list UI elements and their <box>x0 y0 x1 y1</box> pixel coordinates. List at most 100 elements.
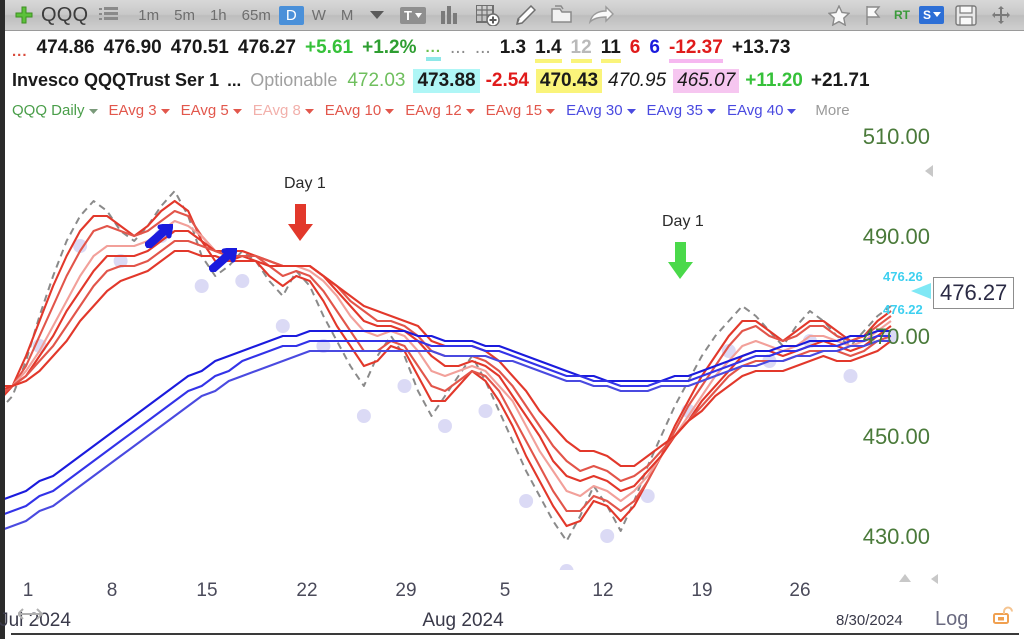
chevron-down-icon[interactable] <box>706 102 716 120</box>
current-price-box: 476.27 <box>933 277 1015 309</box>
unlock-icon[interactable] <box>993 606 1015 628</box>
list-icon[interactable] <box>99 0 121 31</box>
legend-more-button[interactable]: More <box>815 102 850 119</box>
signal-dot <box>478 404 493 418</box>
flag-icon[interactable] <box>864 5 882 26</box>
timeframe-weekly[interactable]: W <box>311 6 326 24</box>
signal-dot <box>721 344 736 358</box>
legend-item-eavg-30[interactable]: EAvg 30 <box>566 102 623 119</box>
chart-plot-area[interactable]: 510.00 490.00 470.00 450.00 430.00 476.2… <box>0 124 1024 570</box>
value-473-88-highlighted: 473.88 <box>413 68 480 93</box>
chevron-down-icon[interactable] <box>232 102 242 120</box>
y-axis-label-450: 450.00 <box>862 424 930 449</box>
legend-item-eavg-5[interactable]: EAvg 5 <box>180 102 229 119</box>
indicator-value-1-4-group: 1.4 <box>535 37 562 63</box>
x-tick-8: 8 <box>106 580 118 601</box>
y-axis-label-430: 430.00 <box>862 524 930 549</box>
save-icon[interactable] <box>955 4 977 26</box>
chevron-down-icon[interactable] <box>546 102 556 120</box>
horizontal-resize-icon[interactable] <box>18 604 44 624</box>
price-change: +5.61 <box>305 36 354 58</box>
star-icon[interactable] <box>827 4 850 26</box>
timeframe-monthly[interactable]: M <box>340 6 354 24</box>
chevron-down-icon[interactable] <box>160 102 170 120</box>
y-axis-label-510: 510.00 <box>862 124 930 149</box>
legend-item-eavg-15[interactable]: EAvg 15 <box>485 102 543 119</box>
chevron-down-icon[interactable] <box>465 102 475 120</box>
signal-dot <box>397 379 412 393</box>
folder-icon[interactable] <box>550 5 574 25</box>
signal-dot <box>600 529 615 543</box>
indicator-dots-dark: ... <box>450 36 466 58</box>
price-chart-svg <box>5 190 898 570</box>
value-plus-21-71: +21.71 <box>810 69 870 91</box>
series-eavg-15 <box>5 249 892 468</box>
signal-dot <box>519 494 534 508</box>
signal-dot <box>843 369 858 383</box>
chevron-down-icon[interactable] <box>787 102 797 120</box>
cyan-price-label-top: 476.26 <box>883 269 923 284</box>
grid-add-icon[interactable] <box>476 4 501 26</box>
save-view-label: S <box>922 8 931 22</box>
save-view-badge[interactable]: S <box>918 6 944 24</box>
timeframe-1h[interactable]: 1h <box>209 6 227 24</box>
triangle-left-icon-2[interactable] <box>928 572 942 584</box>
timeframe-65m[interactable]: 65m <box>241 6 271 24</box>
close-price: 476.27 <box>237 36 297 58</box>
text-tool-icon[interactable]: T <box>400 6 427 25</box>
indicator-value-11: 11 <box>600 36 621 58</box>
value-470-95: 470.95 <box>608 69 667 91</box>
row1-leading-dots: ... <box>12 43 28 60</box>
legend-item-eavg-40[interactable]: EAvg 40 <box>726 102 784 119</box>
company-name: Invesco QQQTrust Ser 1 <box>12 70 220 90</box>
signal-dot <box>113 254 128 268</box>
down-arrow-green-icon <box>668 242 693 279</box>
main-toolbar: QQQ 1m 5m 1h 65m D W M T <box>0 0 1024 31</box>
underline-yellow-3 <box>600 58 621 63</box>
realtime-label[interactable]: RT <box>893 8 910 22</box>
chevron-down-icon[interactable] <box>88 102 98 120</box>
value-470-43-highlighted: 470.43 <box>535 68 603 93</box>
x-month-jul: Jul 2024 <box>0 610 71 631</box>
add-symbol-icon[interactable] <box>14 0 34 31</box>
triangle-up-icon[interactable] <box>898 572 912 584</box>
indicator-value-11-group: 11 <box>600 36 621 63</box>
legend-item-qqq-daily[interactable]: QQQ Daily <box>12 102 85 119</box>
legend-item-eavg-3[interactable]: EAvg 3 <box>108 102 157 119</box>
underline-yellow <box>535 58 562 63</box>
timeframe-5m[interactable]: 5m <box>174 6 195 24</box>
move-icon[interactable] <box>991 5 1011 25</box>
legend-item-eavg-12[interactable]: EAvg 12 <box>405 102 462 119</box>
legend-item-eavg-10[interactable]: EAvg 10 <box>324 102 382 119</box>
chevron-down-icon[interactable] <box>626 102 636 120</box>
y-axis-label-470: 470.00 <box>862 324 930 349</box>
log-scale-button[interactable]: Log <box>935 608 969 630</box>
indicator-value-6-blue: 6 <box>649 36 660 58</box>
cyan-price-label-bottom: 476.22 <box>883 302 923 317</box>
timeframe-daily[interactable]: D <box>278 5 304 25</box>
legend-item-eavg-8[interactable]: EAvg 8 <box>252 102 301 119</box>
chevron-down-icon[interactable] <box>385 102 395 120</box>
share-arrow-icon[interactable] <box>588 5 615 25</box>
symbol-label[interactable]: QQQ <box>41 3 89 26</box>
legend-item-eavg-35[interactable]: EAvg 35 <box>646 102 703 119</box>
series-eavg-35 <box>5 334 891 515</box>
bar-chart-icon[interactable] <box>440 5 462 25</box>
signal-dot <box>194 279 209 293</box>
pencil-icon[interactable] <box>514 4 537 26</box>
indicator-value-1-3: 1.3 <box>499 36 527 58</box>
indicator-negative-group: -12.37 <box>668 37 723 63</box>
indicator-dots-green: ... <box>425 39 442 61</box>
chevron-down-icon[interactable] <box>361 0 393 31</box>
company-dots: ... <box>227 70 242 90</box>
x-tick-29: 29 <box>395 580 417 601</box>
open-price: 474.86 <box>36 36 95 58</box>
down-arrow-red-icon <box>288 204 313 241</box>
signal-dot <box>438 419 452 433</box>
chevron-down-icon[interactable] <box>304 102 314 120</box>
signal-dot <box>316 339 331 353</box>
end-date-label: 8/30/2024 <box>836 612 903 629</box>
triangle-left-icon[interactable] <box>923 164 937 178</box>
x-tick-19: 19 <box>691 580 713 601</box>
timeframe-1m[interactable]: 1m <box>138 6 160 24</box>
